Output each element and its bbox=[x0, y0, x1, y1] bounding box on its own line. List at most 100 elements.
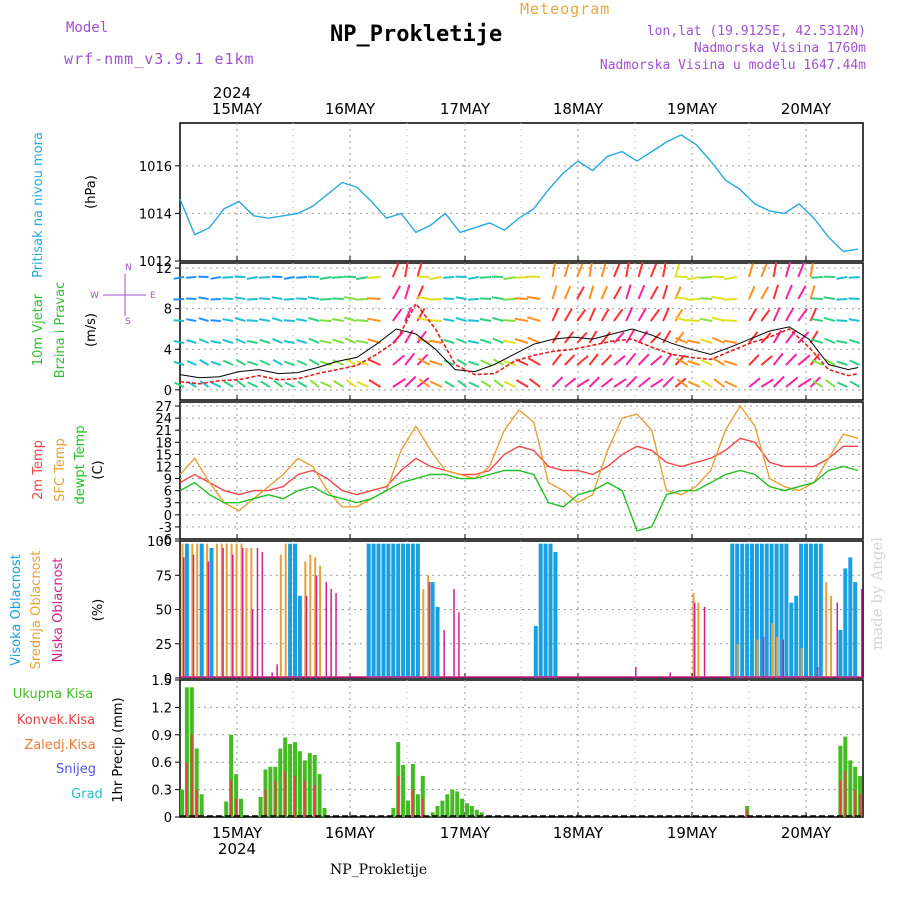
wind-arrow bbox=[223, 380, 234, 388]
cloud-bar bbox=[428, 582, 431, 678]
wind-arrow bbox=[563, 308, 573, 322]
ytick-label: 0 bbox=[164, 672, 172, 687]
wind-arrow bbox=[479, 297, 492, 300]
wind-arrow bbox=[785, 376, 799, 388]
wind-arrow bbox=[392, 377, 406, 388]
wind-arrow bbox=[625, 375, 638, 388]
cloud-bar bbox=[366, 543, 371, 678]
wind-arrow bbox=[356, 339, 369, 344]
cloud-bar bbox=[305, 595, 308, 678]
ytick-label: 75 bbox=[155, 569, 172, 584]
wind-arrow bbox=[848, 318, 860, 322]
wind-arrow bbox=[613, 263, 621, 278]
cloud-bar bbox=[779, 543, 784, 678]
precip-bar bbox=[230, 780, 233, 817]
wind-arrow bbox=[809, 353, 820, 366]
wind-arrow bbox=[760, 263, 768, 278]
wind-arrow bbox=[760, 355, 773, 366]
altitude-label: Nadmorska Visina 1760m bbox=[693, 41, 866, 56]
pressure-unit: (hPa) bbox=[84, 175, 99, 209]
cloud-bar bbox=[206, 543, 209, 678]
wind-arrow bbox=[785, 307, 795, 322]
cloud-bar bbox=[736, 643, 739, 679]
precip-bar bbox=[317, 774, 322, 817]
wind-arrow bbox=[613, 308, 624, 322]
cloud-bar bbox=[730, 543, 735, 678]
wind-arrow bbox=[687, 360, 701, 366]
precip-panel: 0 0.3 0.6 0.9 1.2 1.5 bbox=[151, 674, 864, 826]
wind-arrow bbox=[797, 262, 805, 278]
cloud-bar bbox=[830, 595, 833, 678]
precip-bar bbox=[854, 789, 857, 817]
wind-arrow bbox=[649, 285, 659, 300]
cloud-bar bbox=[697, 602, 700, 678]
bottom-year-label: 2024 bbox=[218, 840, 256, 858]
model-altitude-label: Nadmorska Visina u modelu 1647.44m bbox=[599, 58, 866, 73]
wind-arrow bbox=[404, 329, 414, 344]
wind-arrow bbox=[809, 330, 819, 344]
wind-arrow bbox=[468, 381, 480, 388]
top-date-label: 20MAY bbox=[781, 100, 832, 118]
pressure-panel: 1012 1014 1016 bbox=[139, 122, 864, 270]
wind-arrow bbox=[675, 357, 689, 366]
wind-arrow bbox=[674, 296, 688, 300]
wind-arrow bbox=[724, 380, 738, 388]
wind-arrow bbox=[271, 296, 283, 300]
wind-arrow bbox=[825, 379, 836, 388]
wind-arrow bbox=[849, 359, 861, 366]
ytick-label: 15 bbox=[155, 448, 172, 463]
ytick-label: 12 bbox=[155, 460, 172, 475]
precip-bar bbox=[185, 762, 188, 817]
wind-arrow bbox=[811, 359, 824, 366]
ytick-label: 0.3 bbox=[151, 784, 172, 799]
wind-arrow bbox=[308, 316, 320, 322]
wind-arrow bbox=[491, 296, 504, 300]
wind-arrow bbox=[637, 262, 644, 278]
ytick-label: -6 bbox=[159, 533, 172, 548]
cloud-bar bbox=[271, 672, 273, 678]
wind-arrow bbox=[210, 360, 222, 366]
wind-arrow bbox=[551, 330, 561, 344]
temp-unit: (C) bbox=[91, 460, 106, 479]
wind-unit: (m/s) bbox=[84, 313, 99, 347]
wind-arrow bbox=[772, 352, 784, 366]
wind-arrow bbox=[456, 358, 468, 366]
wind-arrow bbox=[637, 307, 647, 322]
wind-arrow bbox=[600, 331, 611, 344]
cloud-bar bbox=[669, 672, 671, 678]
wind-arrow bbox=[173, 298, 185, 301]
wind-speed-line bbox=[179, 326, 859, 379]
wind-arrow bbox=[503, 380, 517, 388]
precip-bar bbox=[479, 812, 484, 817]
wind-arrow bbox=[625, 262, 630, 278]
wind-arrow bbox=[699, 297, 713, 300]
top-date-label: 16MAY bbox=[325, 100, 376, 118]
wind-arrow bbox=[811, 338, 824, 344]
precip-bar bbox=[421, 798, 424, 817]
cloud-bar bbox=[293, 543, 297, 678]
wind-arrow bbox=[416, 296, 430, 300]
wind-arrow bbox=[332, 338, 344, 344]
cloud-bar bbox=[538, 543, 543, 678]
wind-arrow bbox=[576, 308, 587, 322]
wind-arrow bbox=[186, 359, 197, 366]
wind-arrow bbox=[467, 319, 479, 322]
precip-bar bbox=[278, 748, 283, 817]
precip-legend-snow: Snijeg bbox=[56, 762, 96, 777]
wind-arrow bbox=[367, 317, 381, 322]
cloud-bar bbox=[222, 547, 224, 678]
precip-bar bbox=[435, 806, 440, 817]
top-date-label: 18MAY bbox=[553, 100, 604, 118]
cloud-bar bbox=[304, 561, 307, 678]
cloud-bar bbox=[816, 667, 819, 678]
wind-arrow bbox=[367, 358, 381, 366]
compass-e: E bbox=[150, 291, 156, 301]
cloud-bar bbox=[245, 547, 248, 678]
wind-arrow bbox=[650, 378, 664, 388]
ytick-label: 1016 bbox=[139, 160, 172, 175]
precip-bar bbox=[195, 789, 198, 817]
wind-arrow bbox=[259, 318, 271, 322]
wind-arrow bbox=[368, 379, 382, 388]
bottom-date-label: 18MAY bbox=[553, 824, 604, 842]
